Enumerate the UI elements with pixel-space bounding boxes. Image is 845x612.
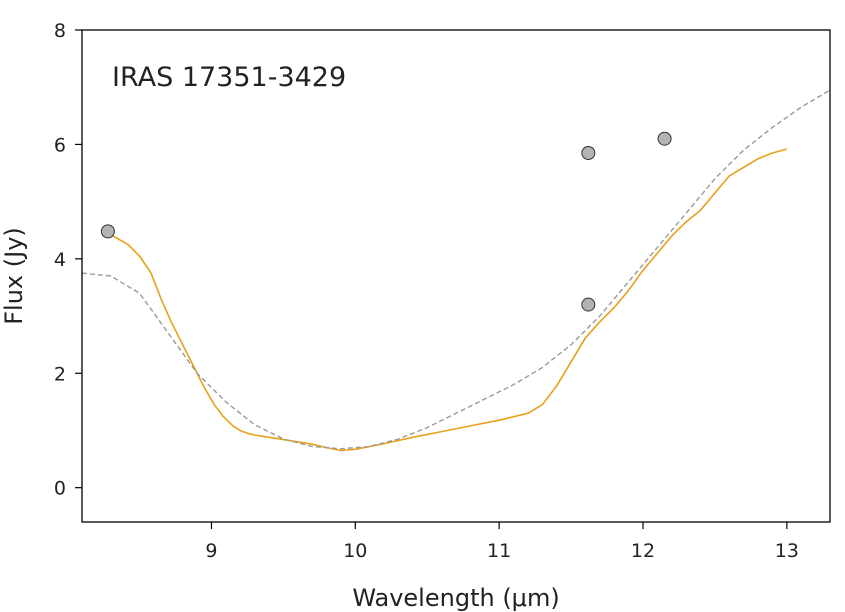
y-axis-ticks: 0 2 4 6 8 [54,20,82,500]
photometry-point [100,224,115,239]
y-axis-label: Flux (Jy) [0,227,28,325]
x-axis-label: Wavelength (μm) [352,584,559,612]
photometry-point [581,146,596,160]
photometry-point [581,297,596,312]
model-dashed-line [81,89,831,450]
y-tick-label: 2 [54,363,66,385]
plot-frame [81,29,831,523]
photometry-points-layer [100,131,672,312]
x-tick-label: 12 [631,540,655,562]
target-annotation: IRAS 17351-3429 [112,62,346,93]
y-tick-label: 6 [54,134,66,156]
x-tick-label: 11 [487,540,511,562]
spectra-layer [81,89,831,452]
x-tick-label: 10 [343,540,367,562]
y-tick-label: 8 [54,20,66,42]
x-axis-ticks: 9 10 11 12 13 [205,522,799,562]
x-tick-label: 13 [775,540,799,562]
spectrum-line [107,148,788,452]
x-tick-label: 9 [205,540,217,562]
y-tick-label: 4 [54,249,66,271]
y-tick-label: 0 [54,478,66,500]
photometry-point [657,131,672,146]
